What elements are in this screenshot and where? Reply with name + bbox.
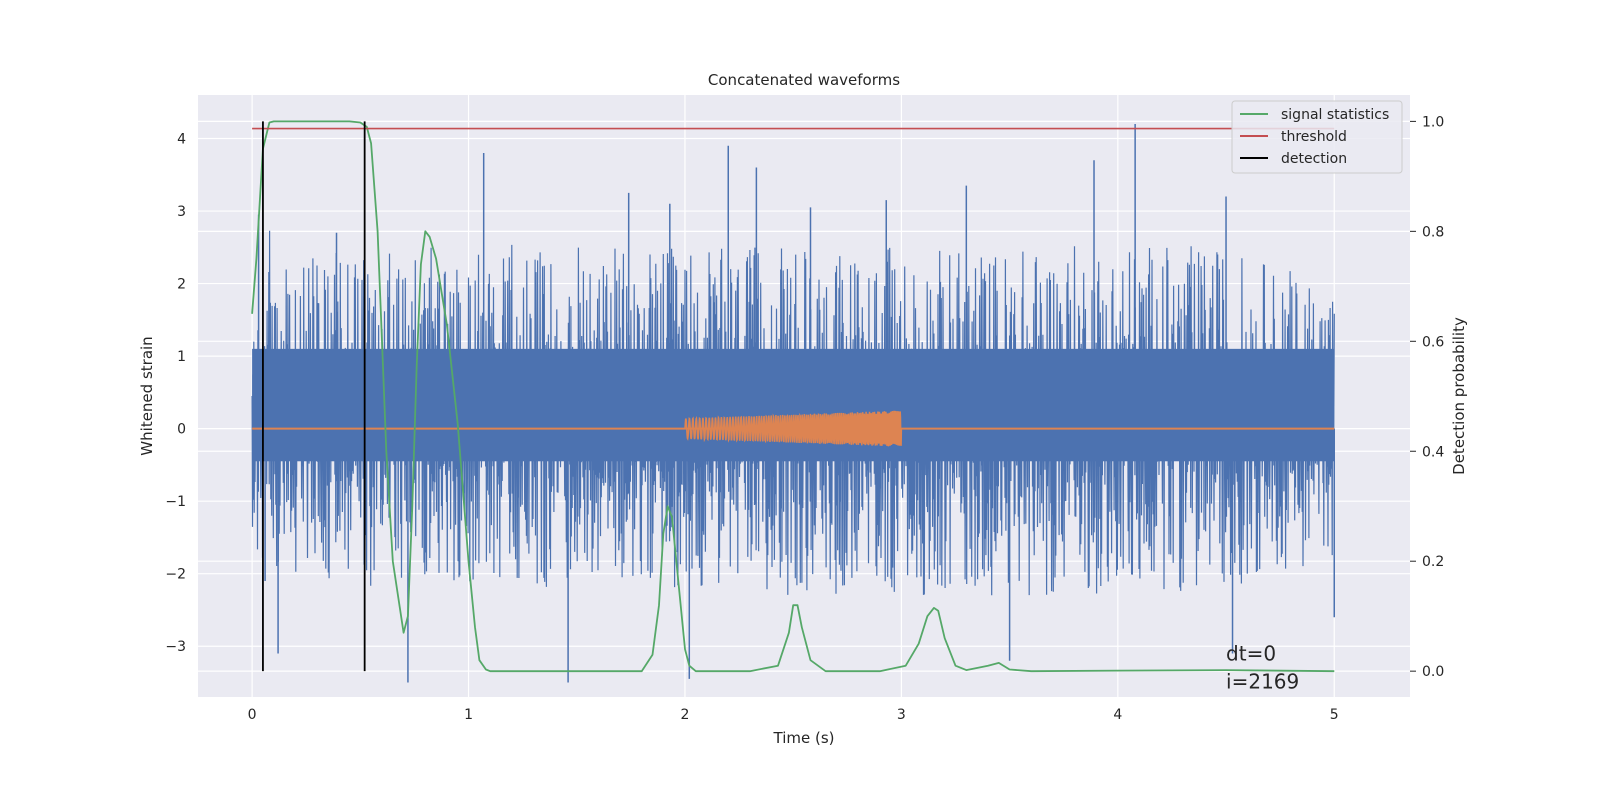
x-tick-label: 0 (248, 707, 257, 723)
chart-title: Concatenated waveforms (708, 71, 900, 89)
noise-series (251, 124, 1335, 683)
legend-label-signal-statistics: signal statistics (1281, 107, 1389, 123)
x-axis-label: Time (s) (773, 729, 835, 747)
legend: signal statistics threshold detection (1231, 100, 1403, 174)
y-tick-label: −2 (165, 567, 186, 583)
right-y-axis-label: Detection probability (1450, 317, 1468, 475)
x-tick-label: 4 (1113, 707, 1122, 723)
legend-label-detection: detection (1281, 151, 1347, 167)
chirp-line (684, 410, 903, 447)
legend-label-threshold: threshold (1281, 129, 1347, 145)
annotation-index: i=2169 (1226, 670, 1299, 694)
legend-box (1231, 100, 1403, 174)
chirp-series (252, 410, 1335, 447)
x-tick-label: 2 (681, 707, 690, 723)
y-tick-label: 3 (177, 204, 186, 220)
y-tick-label: −1 (165, 494, 186, 510)
detection-series (262, 121, 366, 672)
right-y-tick-label: 0.2 (1422, 554, 1444, 570)
x-tick-label: 3 (897, 707, 906, 723)
right-y-tick-label: 0.4 (1422, 444, 1444, 460)
statistics-line (251, 120, 1335, 673)
y-tick-label: −3 (165, 639, 186, 655)
right-y-tick-label: 1.0 (1422, 114, 1444, 130)
x-axis-ticks: 0 1 2 3 4 5 (248, 707, 1339, 723)
statistics-series (251, 120, 1335, 673)
y-axis-ticks: −3 −2 −1 0 1 2 3 4 (165, 132, 186, 656)
y-tick-label: 0 (177, 422, 186, 438)
x-tick-label: 5 (1330, 707, 1339, 723)
y-tick-label: 2 (177, 277, 186, 293)
noise-core (252, 348, 1335, 462)
right-y-axis-ticks: 0.0 0.2 0.4 0.6 0.8 1.0 (1410, 114, 1444, 680)
x-tick-label: 1 (464, 707, 473, 723)
y-tick-label: 4 (177, 132, 186, 148)
y-axis-label: Whitened strain (138, 336, 156, 455)
right-y-tick-label: 0.6 (1422, 334, 1444, 350)
annotation-dt: dt=0 (1226, 642, 1276, 666)
y-tick-label: 1 (177, 349, 186, 365)
right-y-tick-label: 0.0 (1422, 664, 1444, 680)
annotation: dt=0 i=2169 (1226, 642, 1299, 694)
right-y-tick-label: 0.8 (1422, 224, 1444, 240)
